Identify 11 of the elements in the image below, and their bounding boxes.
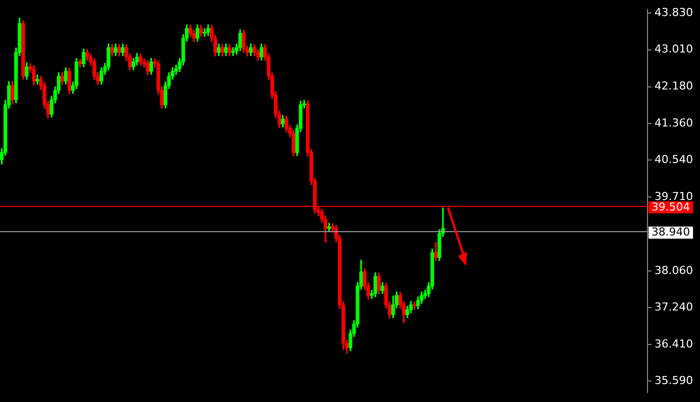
y-tick-label: 40.540 xyxy=(654,152,694,166)
y-tick-label: 41.360 xyxy=(654,116,694,130)
ref-line-label: 39.504 xyxy=(652,200,690,214)
y-tick-label: 35.590 xyxy=(654,374,694,388)
y-tick-label: 43.010 xyxy=(654,42,694,56)
y-tick-label: 37.240 xyxy=(654,300,694,314)
ref-line-label: 38.940 xyxy=(652,225,690,238)
y-tick-label: 42.180 xyxy=(654,80,694,93)
y-tick-label: 43.830 xyxy=(654,6,694,20)
y-tick-label: 38.060 xyxy=(654,264,694,277)
y-tick-label: 36.410 xyxy=(654,337,694,350)
